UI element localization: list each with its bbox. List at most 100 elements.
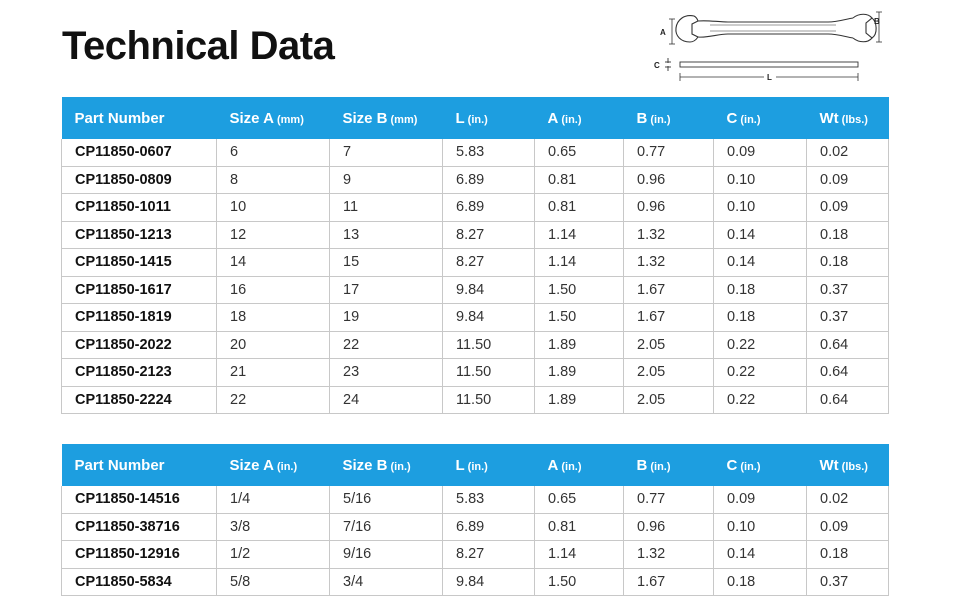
metric-spec-table: Part Number Size A (mm) Size B (mm) L (in.) A (i… (61, 97, 889, 414)
column-header-unit: (in.) (390, 460, 411, 473)
dimension-b-marker (876, 11, 882, 43)
column-header-unit: (in.) (467, 460, 488, 473)
table-cell: 1.89 (534, 331, 624, 359)
table-row: CP11850-1213 12 13 8.27 1.14 1.32 0.14 0.18 (61, 221, 889, 249)
table-cell: 12 (216, 221, 330, 249)
table-cell: 5.83 (442, 486, 535, 514)
column-header-unit: (in.) (561, 113, 582, 126)
column-header-unit: (mm) (276, 113, 304, 126)
column-header-label: Wt (819, 109, 839, 127)
column-header-label: Part Number (74, 456, 165, 474)
table-cell: 0.77 (623, 486, 714, 514)
table-cell: 0.22 (713, 358, 807, 387)
table-cell: 1.32 (623, 248, 714, 277)
table-cell: 14 (216, 248, 330, 277)
table-cell: 0.09 (806, 193, 889, 222)
part-number-cell: CP11850-2123 (61, 358, 217, 387)
table-cell: 7 (329, 139, 443, 167)
column-header: Size B (in.) (329, 444, 443, 486)
table-row: CP11850-2123 21 23 11.50 1.89 2.05 0.22 0.64 (61, 358, 889, 387)
part-number-cell: CP11850-2224 (61, 386, 217, 414)
table-cell: 0.22 (713, 386, 807, 414)
column-header-unit: (lbs.) (841, 460, 868, 473)
table-cell: 0.22 (713, 331, 807, 359)
dimension-l-marker (679, 73, 859, 81)
table-cell: 5/8 (216, 568, 330, 596)
table-cell: 0.18 (713, 568, 807, 596)
column-header: B (in.) (623, 97, 714, 139)
table-row: CP11850-38716 3/8 7/16 6.89 0.81 0.96 0.10 0.09 (61, 513, 889, 541)
table-cell: 15 (329, 248, 443, 277)
column-header-label: Size B (342, 456, 388, 474)
wrench-dimension-diagram: A B C L (654, 11, 882, 82)
table-cell: 1.14 (534, 248, 624, 277)
table-cell: 24 (329, 386, 443, 414)
table-cell: 7/16 (329, 513, 443, 541)
table-cell: 0.96 (623, 166, 714, 194)
column-header: Size A (mm) (216, 97, 330, 139)
table-cell: 0.09 (713, 139, 807, 167)
table-cell: 0.18 (806, 221, 889, 249)
table-cell: 0.96 (623, 193, 714, 222)
table-cell: 1.14 (534, 221, 624, 249)
table-cell: 0.10 (713, 513, 807, 541)
column-header: A (in.) (534, 444, 624, 486)
column-header: Part Number (61, 97, 217, 139)
table-cell: 1.50 (534, 303, 624, 332)
column-header-unit: (in.) (740, 460, 761, 473)
table-row: CP11850-1819 18 19 9.84 1.50 1.67 0.18 0.37 (61, 303, 889, 332)
table-cell: 0.81 (534, 513, 624, 541)
part-number-cell: CP11850-1011 (61, 193, 217, 222)
table-cell: 9.84 (442, 568, 535, 596)
column-header-unit: (in.) (650, 460, 671, 473)
table-cell: 0.96 (623, 513, 714, 541)
column-header-label: C (726, 109, 738, 127)
table-cell: 18 (216, 303, 330, 332)
column-header-unit: (in.) (276, 460, 298, 473)
table-cell: 0.81 (534, 166, 624, 194)
table-cell: 20 (216, 331, 330, 359)
table-cell: 8.27 (442, 540, 535, 569)
table-cell: 0.18 (713, 303, 807, 332)
column-header-label: B (636, 109, 648, 127)
part-number-cell: CP11850-0607 (61, 139, 217, 167)
table-cell: 0.37 (806, 276, 889, 304)
side-view-bar (665, 58, 859, 71)
part-number-cell: CP11850-1819 (61, 303, 217, 332)
table-cell: 0.14 (713, 248, 807, 277)
sae-spec-table: Part Number Size A (in.) Size B (in.) L (in.) A… (61, 444, 889, 596)
table-cell: 8 (216, 166, 330, 194)
table-row: CP11850-2022 20 22 11.50 1.89 2.05 0.22 0.64 (61, 331, 889, 359)
table-cell: 0.09 (806, 513, 889, 541)
dimension-b-label: B (874, 17, 880, 26)
table-cell: 22 (329, 331, 443, 359)
table-cell: 22 (216, 386, 330, 414)
table-cell: 1.67 (623, 303, 714, 332)
table-cell: 0.10 (713, 166, 807, 194)
column-header-label: C (726, 456, 738, 474)
table-row: CP11850-2224 22 24 11.50 1.89 2.05 0.22 0.64 (61, 386, 889, 414)
table-row: CP11850-0809 8 9 6.89 0.81 0.96 0.10 0.09 (61, 166, 889, 194)
table-cell: 0.64 (806, 358, 889, 387)
table-cell: 0.64 (806, 386, 889, 414)
table-cell: 1/4 (216, 486, 330, 514)
table-cell: 8.27 (442, 248, 535, 277)
column-header: C (in.) (713, 97, 807, 139)
part-number-cell: CP11850-2022 (61, 331, 217, 359)
table-cell: 0.77 (623, 139, 714, 167)
table-cell: 6.89 (442, 166, 535, 194)
table-cell: 11 (329, 193, 443, 222)
part-number-cell: CP11850-12916 (61, 540, 217, 569)
table-cell: 1.67 (623, 568, 714, 596)
table-cell: 0.02 (806, 486, 889, 514)
column-header-unit: (lbs.) (841, 113, 868, 126)
dimension-l-label: L (767, 73, 772, 82)
table-cell: 9.84 (442, 276, 535, 304)
column-header-unit: (in.) (467, 113, 488, 126)
dimension-a-marker (669, 18, 675, 45)
table-cell: 2.05 (623, 331, 714, 359)
table-row: CP11850-0607 6 7 5.83 0.65 0.77 0.09 0.02 (61, 139, 889, 167)
table-cell: 5.83 (442, 139, 535, 167)
table-cell: 6.89 (442, 193, 535, 222)
table-row: CP11850-1617 16 17 9.84 1.50 1.67 0.18 0.37 (61, 276, 889, 304)
